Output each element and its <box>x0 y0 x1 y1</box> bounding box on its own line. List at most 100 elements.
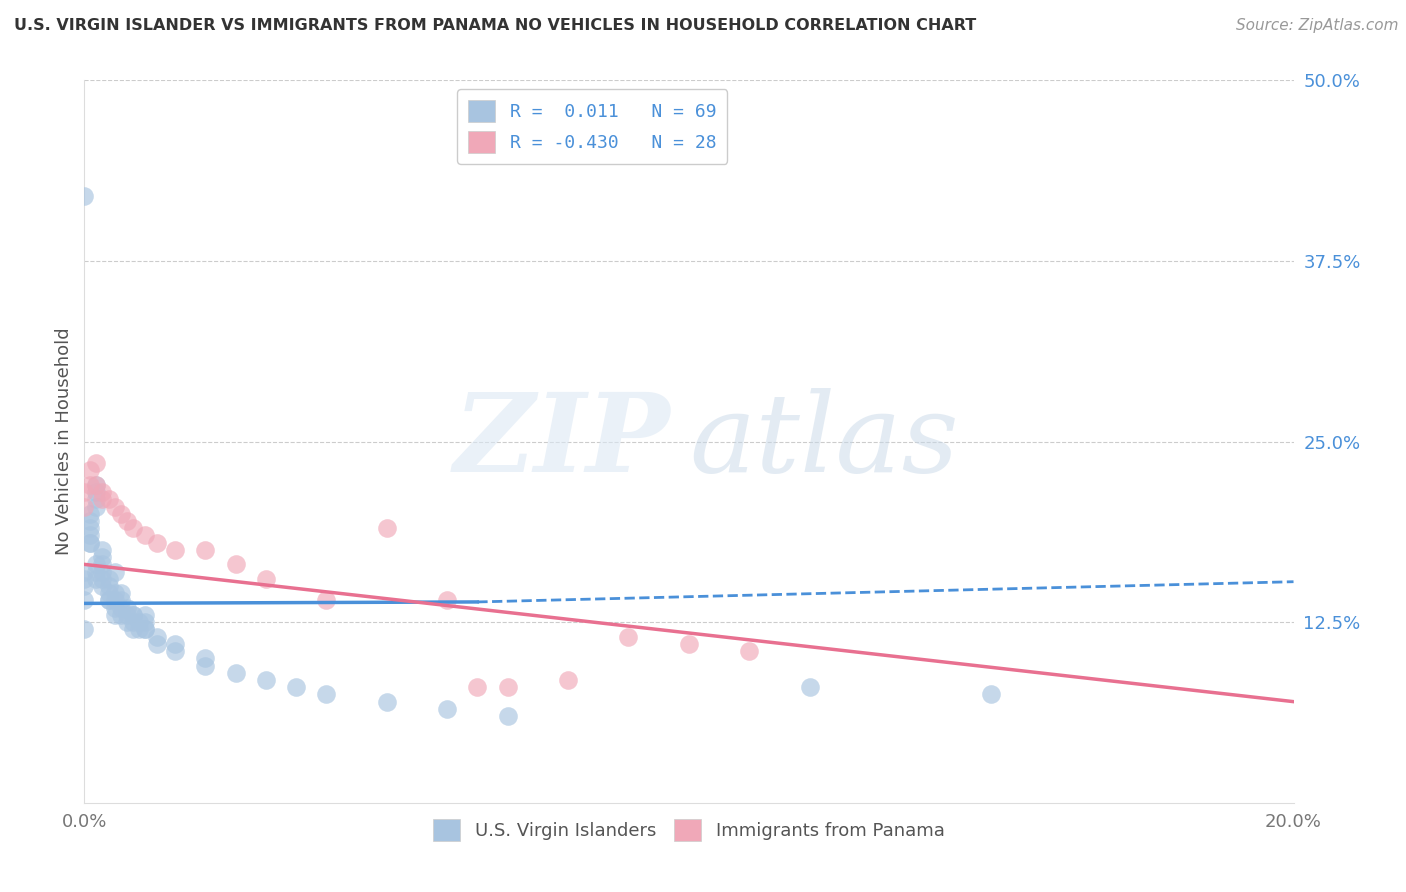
Point <box>110 586 132 600</box>
Point <box>97 579 120 593</box>
Point <box>73 579 96 593</box>
Point <box>121 607 143 622</box>
Point <box>91 572 114 586</box>
Point <box>225 558 247 572</box>
Point <box>134 528 156 542</box>
Point <box>73 572 96 586</box>
Point <box>146 630 169 644</box>
Point <box>375 521 398 535</box>
Point <box>91 485 114 500</box>
Text: atlas: atlas <box>689 388 959 495</box>
Point <box>134 615 156 630</box>
Point <box>79 514 101 528</box>
Point <box>97 593 120 607</box>
Point <box>678 637 700 651</box>
Point <box>115 600 138 615</box>
Point <box>110 593 132 607</box>
Point <box>73 500 96 514</box>
Point <box>557 673 579 687</box>
Point <box>315 687 337 701</box>
Point <box>115 615 138 630</box>
Point <box>104 607 127 622</box>
Point <box>104 500 127 514</box>
Point <box>194 651 217 665</box>
Point <box>104 565 127 579</box>
Point <box>496 680 519 694</box>
Point <box>79 507 101 521</box>
Point <box>79 535 101 549</box>
Point <box>91 550 114 565</box>
Point <box>97 593 120 607</box>
Point <box>86 478 108 492</box>
Point <box>97 492 120 507</box>
Point <box>436 593 458 607</box>
Point <box>86 558 108 572</box>
Point <box>128 615 150 630</box>
Text: U.S. VIRGIN ISLANDER VS IMMIGRANTS FROM PANAMA NO VEHICLES IN HOUSEHOLD CORRELAT: U.S. VIRGIN ISLANDER VS IMMIGRANTS FROM … <box>14 18 976 33</box>
Point <box>134 623 156 637</box>
Point <box>315 593 337 607</box>
Point <box>121 615 143 630</box>
Point <box>738 644 761 658</box>
Point <box>104 586 127 600</box>
Point <box>110 600 132 615</box>
Point <box>91 565 114 579</box>
Point <box>194 542 217 557</box>
Point <box>86 500 108 514</box>
Point <box>617 630 640 644</box>
Text: ZIP: ZIP <box>454 388 671 495</box>
Point <box>86 478 108 492</box>
Point <box>165 542 187 557</box>
Point <box>86 492 108 507</box>
Point <box>980 687 1002 701</box>
Point <box>79 463 101 477</box>
Point <box>97 586 120 600</box>
Point <box>254 572 277 586</box>
Point <box>121 607 143 622</box>
Point <box>121 623 143 637</box>
Point <box>146 637 169 651</box>
Point <box>194 658 217 673</box>
Point <box>115 514 138 528</box>
Point <box>79 521 101 535</box>
Point <box>91 542 114 557</box>
Point <box>86 456 108 470</box>
Point <box>73 485 96 500</box>
Point <box>91 492 114 507</box>
Point <box>134 607 156 622</box>
Point <box>86 572 108 586</box>
Point <box>73 593 96 607</box>
Point <box>110 607 132 622</box>
Point <box>799 680 821 694</box>
Point <box>79 528 101 542</box>
Point <box>115 607 138 622</box>
Point <box>104 593 127 607</box>
Legend: U.S. Virgin Islanders, Immigrants from Panama: U.S. Virgin Islanders, Immigrants from P… <box>426 812 952 848</box>
Point <box>86 565 108 579</box>
Point <box>104 600 127 615</box>
Point <box>79 478 101 492</box>
Point <box>97 572 120 586</box>
Point <box>73 565 96 579</box>
Point <box>436 702 458 716</box>
Point <box>467 680 489 694</box>
Point <box>128 623 150 637</box>
Y-axis label: No Vehicles in Household: No Vehicles in Household <box>55 327 73 556</box>
Point <box>91 558 114 572</box>
Point <box>225 665 247 680</box>
Point <box>110 507 132 521</box>
Point <box>165 637 187 651</box>
Point <box>121 521 143 535</box>
Point <box>165 644 187 658</box>
Point <box>73 623 96 637</box>
Point <box>91 579 114 593</box>
Text: Source: ZipAtlas.com: Source: ZipAtlas.com <box>1236 18 1399 33</box>
Point <box>496 709 519 723</box>
Point <box>79 535 101 549</box>
Point <box>254 673 277 687</box>
Point <box>146 535 169 549</box>
Point <box>285 680 308 694</box>
Point <box>134 623 156 637</box>
Point <box>375 695 398 709</box>
Point <box>73 189 96 203</box>
